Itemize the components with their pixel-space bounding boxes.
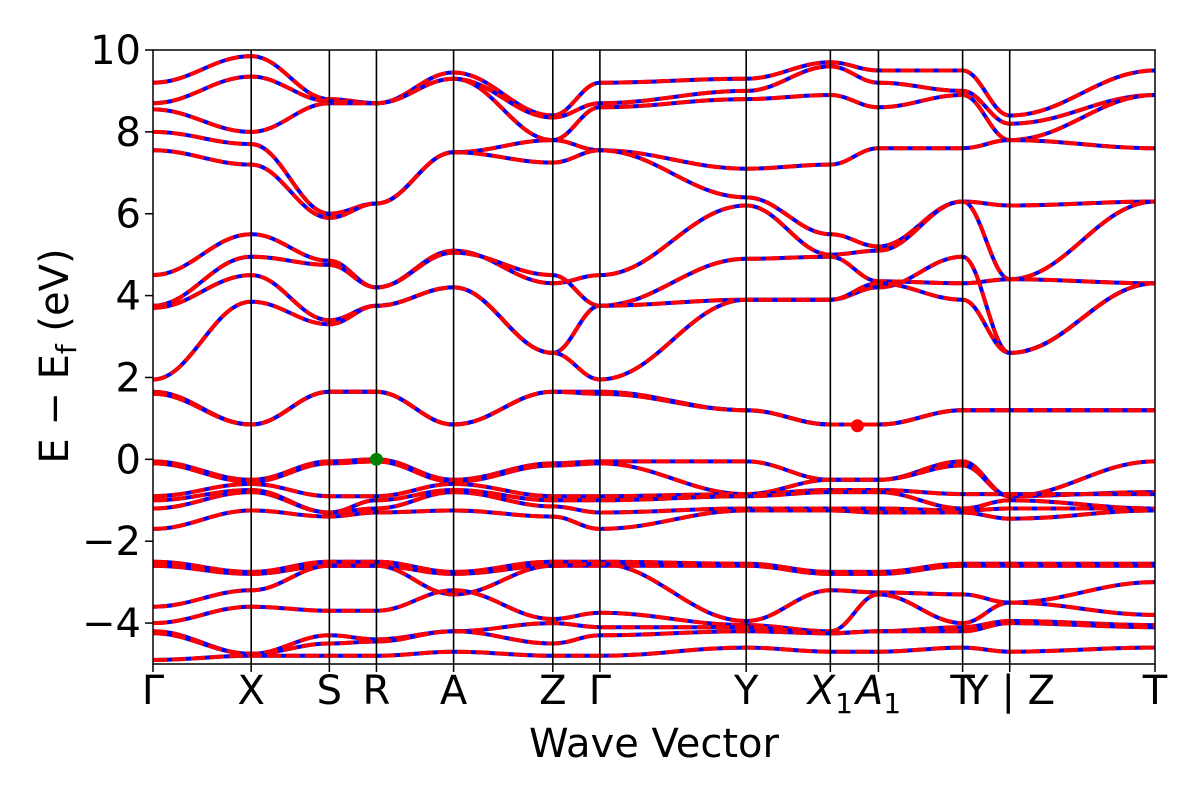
band-line-dashed [153, 254, 1155, 355]
band-line-solid [153, 281, 1155, 382]
markers-layer [369, 419, 864, 466]
y-tick-label: 4 [116, 274, 141, 320]
x-tick-label: A1 [853, 668, 901, 720]
band-7 [153, 250, 1155, 308]
band-12 [153, 457, 1155, 499]
band-line-solid [153, 389, 1155, 427]
x-tick-label: T [1142, 668, 1168, 714]
band-line-solid [153, 250, 1155, 308]
y-tick-label: 8 [116, 110, 141, 156]
y-axis-label: E − Ef (eV) [32, 248, 83, 463]
bands-layer [153, 54, 1155, 662]
band-9 [153, 281, 1155, 382]
band-line-solid [153, 199, 1155, 290]
x-tick-label: A [440, 668, 468, 714]
band-line-dashed [153, 459, 1155, 499]
y-tick-label: 10 [90, 28, 141, 74]
band-8 [153, 254, 1155, 355]
y-tick-label: 6 [116, 192, 141, 238]
band-1 [153, 54, 1155, 118]
band-13 [153, 459, 1155, 499]
x-tick-label: Z [539, 668, 566, 714]
band-line-dashed [153, 561, 1155, 624]
band-4 [153, 129, 1155, 216]
band-line-dashed [153, 129, 1155, 216]
band-line-dashed [153, 481, 1155, 499]
band-line-dashed [153, 54, 1155, 118]
y-tick-label: 0 [116, 437, 141, 483]
y-tick-label: 2 [116, 355, 141, 401]
y-axis-label-sub: f [50, 343, 83, 354]
band-line-dashed [153, 645, 1155, 662]
cbm-marker [850, 419, 864, 433]
band-line-dashed [153, 281, 1155, 382]
band-line-dashed [153, 76, 1155, 143]
y-axis-ticks: −4 −2 0 2 4 6 8 10 [82, 28, 153, 647]
band-14 [153, 481, 1155, 499]
band-line-dashed [153, 618, 1155, 656]
x-tick-label: X [237, 668, 264, 714]
y-tick-label: −2 [82, 519, 141, 565]
band-line-dashed [153, 64, 1155, 126]
x-tick-label: Γ [589, 668, 612, 714]
x-tick-label: Y [733, 668, 759, 714]
band-22 [153, 618, 1155, 656]
band-24 [153, 645, 1155, 662]
band-line-solid [153, 129, 1155, 216]
x-tick-label: S [317, 668, 342, 714]
band-line-dashed [153, 457, 1155, 499]
x-axis-label: Wave Vector [529, 721, 780, 767]
band-20 [153, 561, 1155, 624]
y-tick-label: −4 [82, 601, 141, 647]
x-tick-label: X1 [806, 668, 853, 720]
plot-frame [152, 49, 1156, 665]
x-tick-label: T [949, 668, 975, 714]
x-tick-label: Y | Z [963, 668, 1055, 714]
band-6 [153, 199, 1155, 290]
y-axis-label-main: E − E [32, 354, 78, 464]
x-tick-label: R [363, 668, 391, 714]
kpoint-lines-layer [250, 50, 1011, 664]
y-axis-label-unit: (eV) [32, 248, 78, 344]
band-11 [153, 389, 1155, 427]
vbm-marker [369, 452, 383, 466]
band-line-dashed [153, 199, 1155, 290]
x-tick-label: Γ [142, 668, 165, 714]
